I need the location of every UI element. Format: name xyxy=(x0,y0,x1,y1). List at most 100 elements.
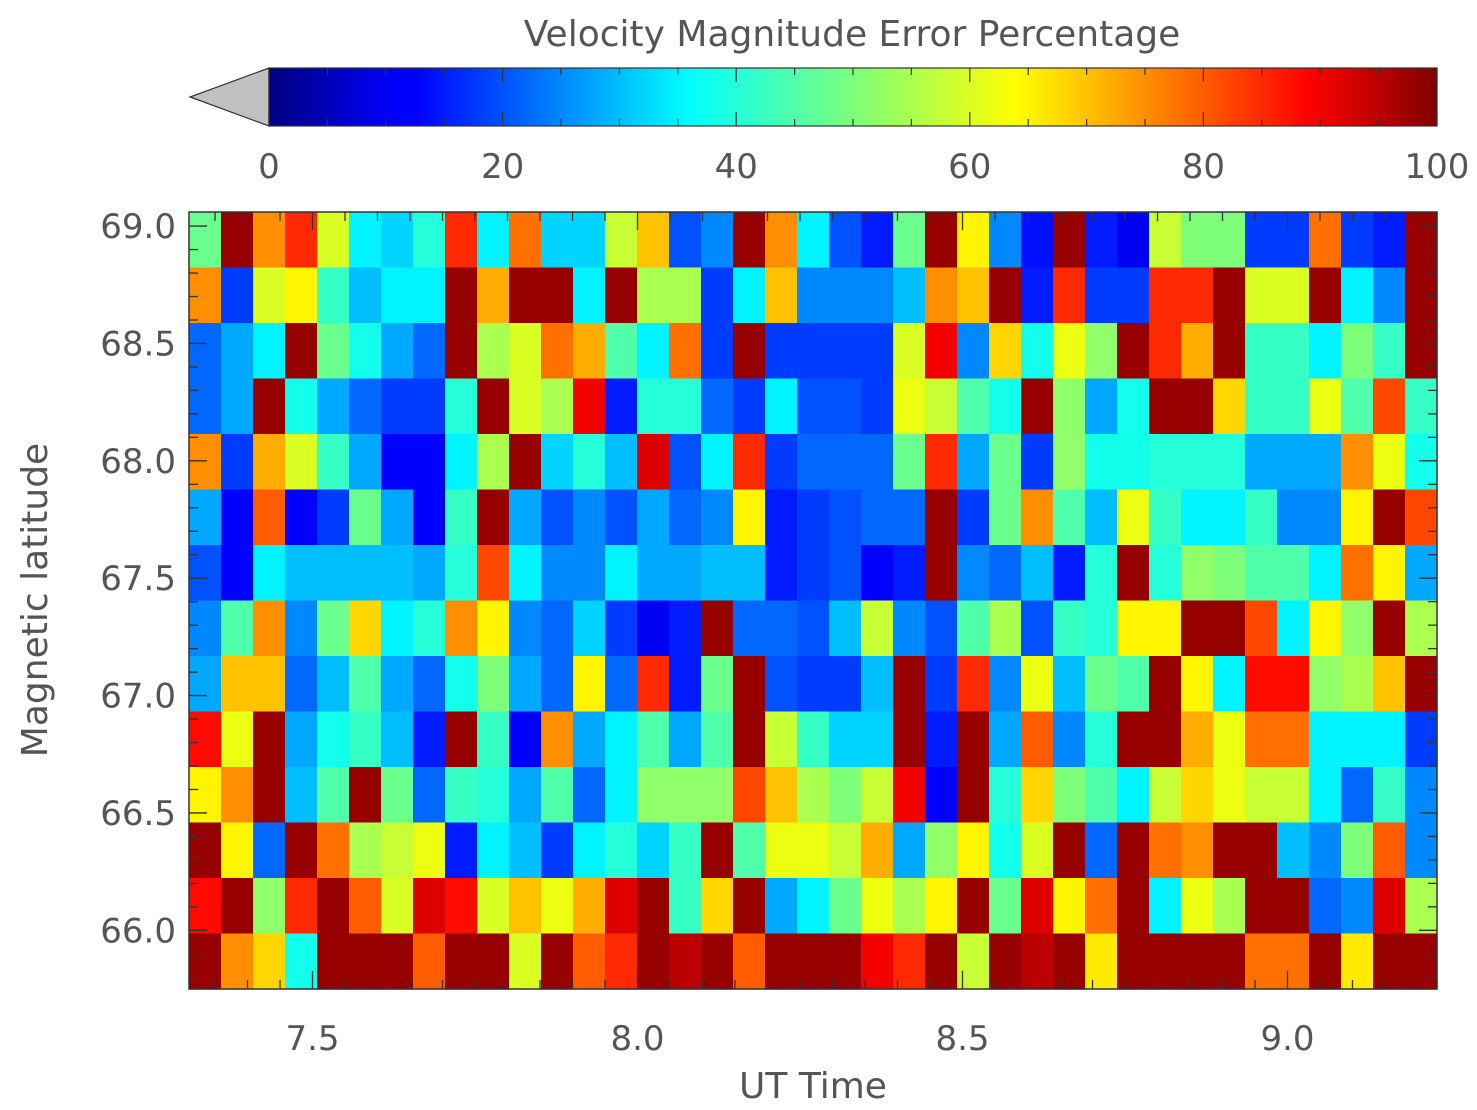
heatmap-cell xyxy=(1341,212,1374,269)
heatmap-cell xyxy=(509,822,542,879)
heatmap-cell xyxy=(1373,878,1406,935)
heatmap-cell xyxy=(477,878,510,935)
heatmap-cell xyxy=(189,656,222,713)
heatmap-cell xyxy=(925,656,958,713)
heatmap-cell xyxy=(221,878,254,935)
heatmap-cell xyxy=(1309,434,1342,491)
heatmap-cell xyxy=(189,711,222,768)
heatmap-cell xyxy=(989,878,1022,935)
heatmap-cell xyxy=(829,378,862,435)
heatmap-cell xyxy=(669,267,702,324)
heatmap-cell xyxy=(1277,933,1310,990)
heatmap-cell xyxy=(925,767,958,824)
heatmap-cell xyxy=(1245,545,1278,602)
heatmap-cell xyxy=(637,434,670,491)
heatmap-cell xyxy=(381,711,414,768)
heatmap-cell xyxy=(925,434,958,491)
heatmap-cell xyxy=(189,878,222,935)
heatmap-cell xyxy=(669,656,702,713)
heatmap-cell xyxy=(605,822,638,879)
heatmap-cell xyxy=(733,600,766,657)
heatmap-cell xyxy=(1277,212,1310,269)
heatmap-cell xyxy=(1021,489,1054,546)
heatmap-cell xyxy=(1213,767,1246,824)
heatmap-cell xyxy=(413,267,446,324)
heatmap-cell xyxy=(1405,822,1438,879)
heatmap-cell xyxy=(317,545,350,602)
heatmap-cell xyxy=(349,933,382,990)
heatmap-cell xyxy=(1117,933,1150,990)
heatmap-cell xyxy=(381,267,414,324)
heatmap-cell xyxy=(1277,767,1310,824)
heatmap-cell xyxy=(573,212,606,269)
heatmap-cell xyxy=(1309,212,1342,269)
heatmap-cell xyxy=(253,489,286,546)
heatmap-cell xyxy=(861,212,894,269)
heatmap-cell xyxy=(573,600,606,657)
heatmap-cell xyxy=(1309,267,1342,324)
heatmap-cell xyxy=(1341,656,1374,713)
heatmap-cell xyxy=(541,434,574,491)
heatmap-cell xyxy=(1245,767,1278,824)
heatmap-cell xyxy=(413,489,446,546)
heatmap-cell xyxy=(1277,545,1310,602)
heatmap-cell xyxy=(1117,878,1150,935)
heatmap-cell xyxy=(573,767,606,824)
heatmap-cell xyxy=(189,822,222,879)
heatmap-cell xyxy=(221,267,254,324)
heatmap-cell xyxy=(349,711,382,768)
heatmap-cell xyxy=(1373,545,1406,602)
x-tick-label: 8.0 xyxy=(610,1019,664,1059)
heatmap-cell xyxy=(637,545,670,602)
heatmap-cell xyxy=(317,600,350,657)
heatmap-cell xyxy=(1373,711,1406,768)
heatmap-cell xyxy=(221,545,254,602)
heatmap-cell xyxy=(669,212,702,269)
y-axis-label: Magnetic latitude xyxy=(15,443,56,757)
heatmap-cell xyxy=(445,711,478,768)
heatmap-cell xyxy=(1149,711,1182,768)
heatmap-cell xyxy=(573,489,606,546)
heatmap-cell xyxy=(1341,878,1374,935)
heatmap-cell xyxy=(861,323,894,380)
heatmap-cell xyxy=(829,933,862,990)
heatmap-cell xyxy=(541,656,574,713)
heatmap-cell xyxy=(1053,545,1086,602)
heatmap-cell xyxy=(1117,822,1150,879)
heatmap-cell xyxy=(1213,434,1246,491)
heatmap-cell xyxy=(1309,711,1342,768)
heatmap-cell xyxy=(765,933,798,990)
heatmap-cell xyxy=(1021,767,1054,824)
heatmap-cell xyxy=(221,323,254,380)
heatmap-cell xyxy=(189,212,222,269)
heatmap-cell xyxy=(797,267,830,324)
heatmap-cell xyxy=(1021,434,1054,491)
heatmap-cell xyxy=(1245,656,1278,713)
heatmap-cell xyxy=(829,711,862,768)
heatmap-cell xyxy=(893,489,926,546)
heatmap-cell xyxy=(1309,489,1342,546)
heatmap-cell xyxy=(765,878,798,935)
heatmap-cell xyxy=(893,267,926,324)
heatmap-cell xyxy=(253,378,286,435)
heatmap-cell xyxy=(1117,267,1150,324)
heatmap-cell xyxy=(765,656,798,713)
heatmap-cell xyxy=(1021,545,1054,602)
heatmap-cell xyxy=(1213,212,1246,269)
heatmap-cell xyxy=(797,656,830,713)
heatmap-cell xyxy=(733,711,766,768)
heatmap-cell xyxy=(1277,822,1310,879)
heatmap-cell xyxy=(765,711,798,768)
heatmap-cell xyxy=(317,434,350,491)
heatmap-cell xyxy=(829,545,862,602)
heatmap-cell xyxy=(637,212,670,269)
heatmap-cell xyxy=(1021,600,1054,657)
heatmap-cell xyxy=(1117,378,1150,435)
heatmap-cell xyxy=(541,489,574,546)
heatmap-cell xyxy=(701,434,734,491)
heatmap-cell xyxy=(445,600,478,657)
heatmap-cell xyxy=(413,711,446,768)
heatmap-cell xyxy=(925,323,958,380)
colorbar-tick-label: 100 xyxy=(1405,147,1470,187)
heatmap-cell xyxy=(477,933,510,990)
